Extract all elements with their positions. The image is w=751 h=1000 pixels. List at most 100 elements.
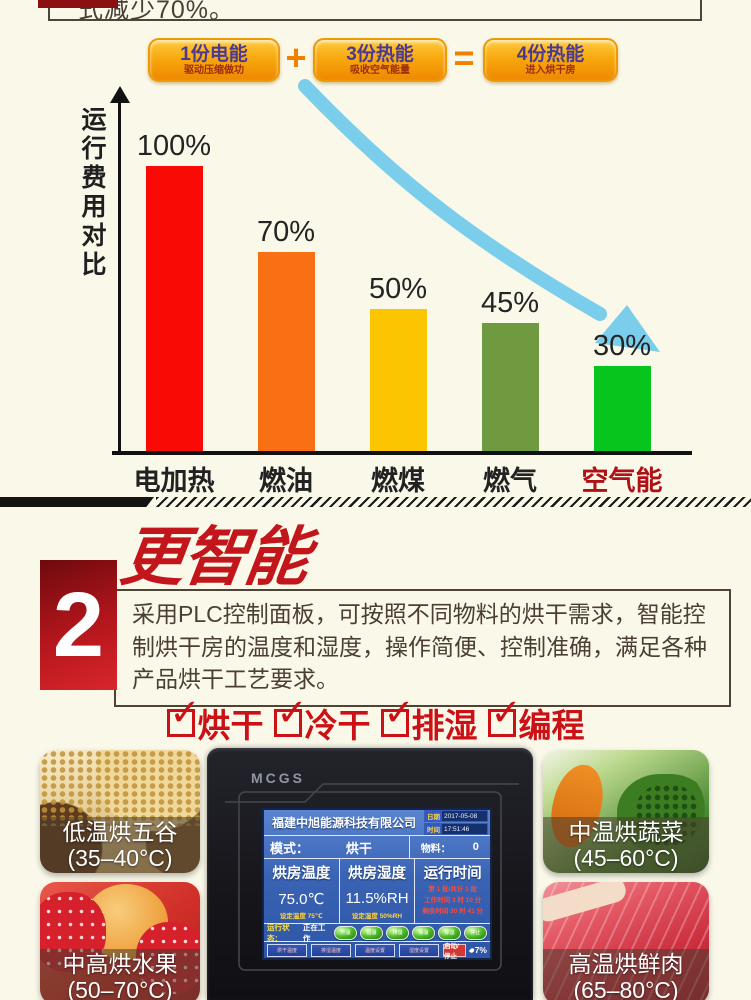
card-fruit: 中高烘水果 (50–70°C) bbox=[40, 882, 200, 1000]
humidity-setpoint: 设定湿度 50%RH bbox=[351, 913, 403, 921]
energy-pill-heat-output: 4份热能 进入烘干房 bbox=[483, 38, 618, 82]
temperature-value: 75.0℃ bbox=[278, 890, 325, 908]
datetime-stamps: 日期 2017-05-08 时间 17:51:46 bbox=[424, 810, 490, 836]
pill-title: 4份热能 bbox=[516, 43, 585, 65]
material-cell: 物料： 0 bbox=[420, 841, 479, 855]
card-meat: 高温烘鲜肉 (65–80°C) bbox=[543, 882, 709, 1000]
feature-check-row: ✓ 烘干 ✓ 冷干 ✓ 排湿 ✓ 编程 bbox=[0, 694, 751, 747]
card-title: 中高烘水果 bbox=[62, 951, 178, 977]
energy-pill-electric: 1份电能 驱动压缩做功 bbox=[148, 38, 280, 82]
section2-script-title: 更智能 bbox=[115, 520, 313, 595]
chart-bar bbox=[481, 322, 539, 451]
indicator-lamp[interactable]: 恒温 bbox=[360, 925, 383, 940]
mode-row: 模式： 烘干 物料： 0 bbox=[264, 836, 490, 859]
section2-number-badge: 2 bbox=[40, 560, 117, 690]
status-value: 正在工作 bbox=[302, 922, 326, 943]
chart-columns: 100% 70% 50% 45% 30% bbox=[118, 130, 678, 451]
humidity-percent: 7% bbox=[468, 945, 487, 955]
plus-sign: + bbox=[285, 37, 307, 78]
card-temp-range: (50–70°C) bbox=[67, 977, 173, 1000]
hmi-screen: 福建中旭能源科技有限公司 日期 2017-05-08 时间 17:51:46 模… bbox=[262, 808, 492, 960]
date-stamp: 日期 2017-05-08 bbox=[424, 810, 488, 823]
bar-value-label: 100% bbox=[136, 130, 212, 162]
indicator-lamp[interactable]: 停止 bbox=[464, 925, 487, 940]
indicator-lamp[interactable]: 升温 bbox=[334, 925, 357, 940]
checkmark-icon: ✓ bbox=[383, 692, 415, 733]
metrics-row: 烘房温度 75.0℃ 设定温度 75℃ 烘房湿度 11.5%RH 设定湿度 50… bbox=[264, 858, 490, 925]
menu-button[interactable]: 排湿温度 bbox=[311, 943, 351, 957]
control-panel: MCGS 福建中旭能源科技有限公司 日期 2017-05-08 时间 17:51… bbox=[207, 748, 533, 1000]
grain-texture bbox=[40, 750, 200, 827]
chart-column: 50% bbox=[342, 272, 454, 451]
pill-title: 1份电能 bbox=[180, 43, 248, 65]
divider-bar bbox=[0, 497, 154, 507]
section2-description: 采用PLC控制面板，可按照不同物料的烘干需求，智能控制烘干房的温度和湿度，操作简… bbox=[114, 589, 731, 707]
screen-header: 福建中旭能源科技有限公司 日期 2017-05-08 时间 17:51:46 bbox=[264, 810, 490, 837]
bar-category-label: 燃煤 bbox=[371, 466, 425, 496]
chart-column: 70% bbox=[230, 215, 342, 451]
temperature-setpoint: 设定温度 75℃ bbox=[279, 913, 323, 921]
menu-button[interactable]: 烘干温度 bbox=[267, 943, 307, 957]
menu-button[interactable]: 温度设置 bbox=[355, 943, 395, 957]
material-value: 0 bbox=[472, 841, 479, 854]
chart-bar bbox=[593, 365, 651, 451]
start-stop-button[interactable]: 启动/停止 bbox=[443, 943, 466, 960]
checkbox-icon: ✓ bbox=[487, 694, 522, 737]
bar-value-label: 45% bbox=[480, 286, 540, 319]
energy-pill-heat-absorbed: 3份热能 吸收空气能量 bbox=[313, 38, 447, 82]
feature-drying: ✓ 烘干 bbox=[166, 694, 264, 747]
runtime-cell: 运行时间 第 1 批/共计 1 批 工作时间 3 时 10 分 剩余时间 30 … bbox=[422, 865, 484, 915]
pill-subtitle: 驱动压缩做功 bbox=[184, 64, 244, 76]
indicator-lamp[interactable]: 保温 bbox=[412, 925, 435, 940]
runtime-remaining: 剩余时间 30 时 41 分 bbox=[422, 907, 484, 915]
bar-category-label: 燃气 bbox=[483, 466, 537, 496]
chart-column: 45% bbox=[454, 287, 566, 451]
card-label: 低温烘五谷 (35–40°C) bbox=[40, 817, 200, 873]
checkbox-icon: ✓ bbox=[380, 694, 415, 737]
checkbox-icon: ✓ bbox=[166, 694, 201, 737]
runtime-worked: 工作时间 3 时 10 分 bbox=[424, 896, 482, 904]
chart-bar bbox=[257, 251, 315, 451]
mode-cell: 模式： 烘干 bbox=[264, 836, 410, 858]
card-title: 低温烘五谷 bbox=[62, 819, 178, 845]
bar-value-label: 50% bbox=[368, 272, 428, 305]
equals-sign: = bbox=[453, 37, 475, 78]
indicator-lamps: 升温 恒温 排湿 保温 除湿 停止 bbox=[334, 925, 487, 940]
indicator-lamp[interactable]: 排湿 bbox=[386, 925, 409, 940]
mode-value: 烘干 bbox=[345, 840, 372, 856]
chart-column: 30% bbox=[566, 329, 678, 451]
indicator-lamp[interactable]: 除湿 bbox=[438, 925, 461, 940]
temperature-cell: 烘房温度 75.0℃ 设定温度 75℃ bbox=[264, 858, 340, 924]
button-row: 烘干温度 排湿温度 温度设置 湿度设置 启动/停止 7% bbox=[264, 942, 490, 960]
top-note-box bbox=[48, 0, 702, 21]
menu-button[interactable]: 湿度设置 bbox=[399, 943, 439, 957]
card-vegetable: 中温烘蔬菜 (45–60°C) bbox=[543, 750, 709, 873]
feature-cold-drying: ✓ 冷干 bbox=[273, 694, 371, 747]
bar-value-label: 30% bbox=[592, 329, 652, 362]
bar-value-label: 70% bbox=[256, 215, 316, 248]
pill-title: 3份热能 bbox=[346, 43, 414, 65]
card-label: 中高烘水果 (50–70°C) bbox=[40, 949, 200, 1000]
time-stamp: 时间 17:51:46 bbox=[424, 823, 488, 836]
panel-brand: MCGS bbox=[251, 770, 305, 786]
checkmark-icon: ✓ bbox=[276, 692, 308, 733]
y-axis-line bbox=[118, 100, 121, 452]
company-name: 福建中旭能源科技有限公司 bbox=[271, 816, 416, 831]
y-axis-title: 运行费用对比 bbox=[81, 106, 107, 279]
humidity-cell: 烘房湿度 11.5%RH 设定湿度 50%RH bbox=[340, 858, 416, 924]
checkmark-icon: ✓ bbox=[169, 692, 201, 733]
feature-dehumidify: ✓ 排湿 bbox=[380, 694, 478, 747]
card-grain: 低温烘五谷 (35–40°C) bbox=[40, 750, 200, 873]
humidity-value: 11.5%RH bbox=[345, 889, 409, 907]
checkbox-icon: ✓ bbox=[273, 694, 308, 737]
card-title: 中温烘蔬菜 bbox=[568, 819, 684, 845]
bezel-outline bbox=[225, 783, 519, 971]
chart-column: 100% bbox=[118, 130, 230, 451]
pill-subtitle: 进入烘干房 bbox=[525, 64, 576, 76]
y-axis-arrowhead bbox=[110, 86, 130, 103]
card-label: 中温烘蔬菜 (45–60°C) bbox=[543, 817, 709, 873]
pill-subtitle: 吸收空气能量 bbox=[350, 64, 410, 76]
bar-category-label: 电加热 bbox=[133, 466, 215, 496]
divider-hatch bbox=[156, 497, 751, 507]
